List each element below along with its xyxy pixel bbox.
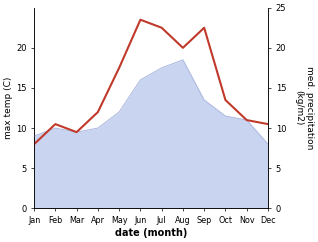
Y-axis label: max temp (C): max temp (C) — [4, 77, 13, 139]
Y-axis label: med. precipitation
(kg/m2): med. precipitation (kg/m2) — [294, 66, 314, 150]
X-axis label: date (month): date (month) — [115, 228, 187, 238]
